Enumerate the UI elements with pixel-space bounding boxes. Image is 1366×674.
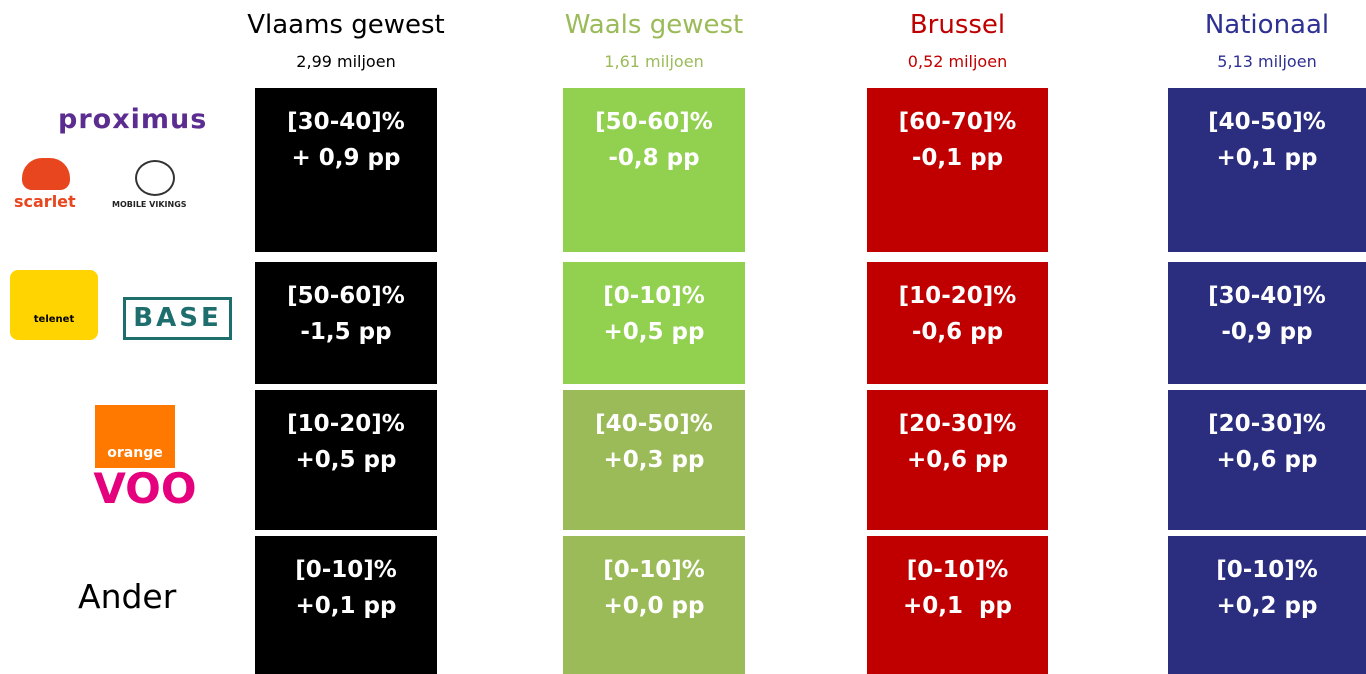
- table-cell: [0-10]% +0,5 pp: [563, 262, 745, 384]
- column-title: Nationaal: [1204, 10, 1330, 40]
- table-cell: [60-70]% -0,1 pp: [867, 88, 1048, 252]
- cell-share: [50-60]%: [287, 283, 405, 309]
- cell-change: +0,1 pp: [295, 593, 397, 619]
- logo-shape: [22, 158, 70, 190]
- cell-share: [0-10]%: [906, 557, 1009, 583]
- cell-change: +0,5 pp: [603, 319, 705, 345]
- logo-scarlet: scarlet: [14, 192, 76, 211]
- cell-share: [50-60]%: [595, 109, 713, 135]
- logo-orange: orange: [95, 405, 175, 468]
- column-subtitle: 2,99 miljoen: [296, 52, 396, 71]
- logo-mobile-vikings: MOBILE VIKINGS: [112, 200, 187, 209]
- cell-change: +0,5 pp: [295, 447, 397, 473]
- table-cell: [0-10]% +0,1 pp: [255, 536, 437, 674]
- table-cell: [50-60]% -0,8 pp: [563, 88, 745, 252]
- cell-share: [40-50]%: [1208, 109, 1326, 135]
- table-cell: [0-10]% +0,2 pp: [1168, 536, 1366, 674]
- row-label: Ander: [78, 577, 177, 616]
- table-cell: [30-40]% -0,9 pp: [1168, 262, 1366, 384]
- column-title: Waals gewest: [564, 10, 744, 40]
- cell-share: [20-30]%: [1208, 411, 1326, 437]
- table-cell: [0-10]% +0,1 pp: [867, 536, 1048, 674]
- table-cell: [10-20]% -0,6 pp: [867, 262, 1048, 384]
- cell-change: +0,6 pp: [907, 447, 1008, 473]
- cell-change: +0,6 pp: [1216, 447, 1318, 473]
- table-cell: [10-20]% +0,5 pp: [255, 390, 437, 530]
- cell-change: -1,5 pp: [300, 319, 392, 345]
- table-cell: [0-10]% +0,0 pp: [563, 536, 745, 674]
- table-cell: [50-60]% -1,5 pp: [255, 262, 437, 384]
- cell-change: +0,3 pp: [603, 447, 705, 473]
- logo-base: BASE: [123, 297, 232, 340]
- cell-share: [0-10]%: [603, 557, 705, 583]
- cell-share: [10-20]%: [898, 283, 1017, 309]
- cell-share: [0-10]%: [1216, 557, 1318, 583]
- cell-change: + 0,9 pp: [291, 145, 401, 171]
- cell-change: +0,1 pp: [1216, 145, 1318, 171]
- column-title: Brussel: [909, 10, 1006, 40]
- column-title: Vlaams gewest: [247, 10, 445, 40]
- logo-voo: VOO: [93, 464, 197, 513]
- column-subtitle: 5,13 miljoen: [1217, 52, 1317, 71]
- table-cell: [20-30]% +0,6 pp: [1168, 390, 1366, 530]
- cell-change: -0,8 pp: [608, 145, 700, 171]
- cell-change: -0,9 pp: [1221, 319, 1313, 345]
- column-subtitle: 1,61 miljoen: [604, 52, 704, 71]
- logo-proximus: proximus: [58, 104, 208, 135]
- cell-share: [0-10]%: [603, 283, 705, 309]
- cell-share: [40-50]%: [595, 411, 713, 437]
- cell-change: +0,2 pp: [1216, 593, 1318, 619]
- cell-share: [60-70]%: [898, 109, 1017, 135]
- cell-share: [10-20]%: [287, 411, 405, 437]
- cell-change: -0,1 pp: [911, 145, 1004, 171]
- table-cell: [20-30]% +0,6 pp: [867, 390, 1048, 530]
- table-cell: [40-50]% +0,1 pp: [1168, 88, 1366, 252]
- cell-share: [30-40]%: [1208, 283, 1326, 309]
- cell-change: -0,6 pp: [911, 319, 1004, 345]
- cell-change: +0,0 pp: [603, 593, 705, 619]
- cell-share: [30-40]%: [287, 109, 405, 135]
- column-subtitle: 0,52 miljoen: [907, 52, 1008, 71]
- table-cell: [30-40]% + 0,9 pp: [255, 88, 437, 252]
- cell-share: [20-30]%: [898, 411, 1017, 437]
- table-cell: [40-50]% +0,3 pp: [563, 390, 745, 530]
- cell-change: +0,1 pp: [903, 593, 1012, 619]
- logo-shape: [135, 160, 175, 196]
- logo-telenet: telenet: [10, 270, 98, 340]
- cell-share: [0-10]%: [295, 557, 397, 583]
